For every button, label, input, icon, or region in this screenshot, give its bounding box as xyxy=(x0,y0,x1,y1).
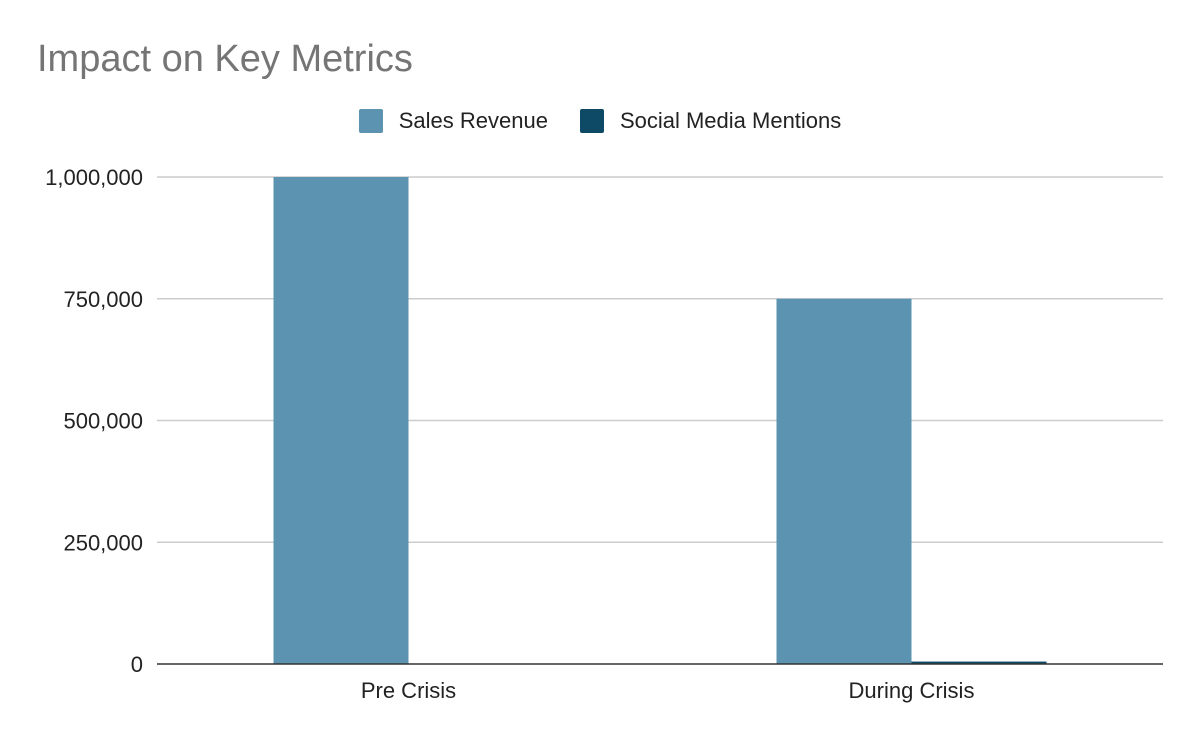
y-tick-label: 500,000 xyxy=(63,409,143,434)
bar-social-media-mentions-during-crisis[interactable] xyxy=(911,661,1047,664)
x-tick-label: Pre Crisis xyxy=(361,678,456,703)
y-tick-label: 250,000 xyxy=(63,530,143,555)
chart-title: Impact on Key Metrics xyxy=(37,38,413,80)
legend: Sales Revenue Social Media Mentions xyxy=(0,108,1200,134)
y-tick-label: 750,000 xyxy=(63,287,143,312)
legend-label-social-media-mentions: Social Media Mentions xyxy=(619,108,842,133)
x-tick-label: During Crisis xyxy=(849,678,975,703)
legend-label-sales-revenue: Sales Revenue xyxy=(398,108,548,133)
bar-sales-revenue-during-crisis[interactable] xyxy=(776,298,912,664)
legend-item-social-media-mentions[interactable]: Social Media Mentions xyxy=(579,108,842,134)
legend-swatch-sales-revenue xyxy=(358,109,383,133)
legend-swatch-social-media-mentions xyxy=(579,109,604,133)
y-tick-label: 1,000,000 xyxy=(45,165,143,190)
bar-sales-revenue-pre-crisis[interactable] xyxy=(273,177,409,664)
y-tick-label: 0 xyxy=(131,652,143,677)
legend-item-sales-revenue[interactable]: Sales Revenue xyxy=(358,108,548,134)
